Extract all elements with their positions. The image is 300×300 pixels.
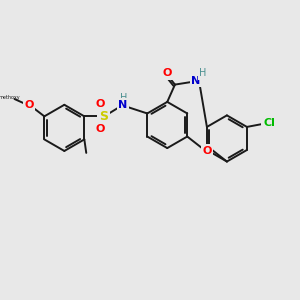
Text: Cl: Cl [263,118,275,128]
Text: H: H [120,93,127,103]
Text: H: H [199,68,206,78]
Text: O: O [24,100,34,110]
Text: O: O [202,146,212,156]
Text: methoxy: methoxy [0,94,20,100]
Text: N: N [191,76,201,86]
Text: O: O [95,99,104,109]
Text: O: O [95,124,104,134]
Text: N: N [118,100,128,110]
Text: S: S [99,110,108,123]
Text: O: O [163,68,172,78]
